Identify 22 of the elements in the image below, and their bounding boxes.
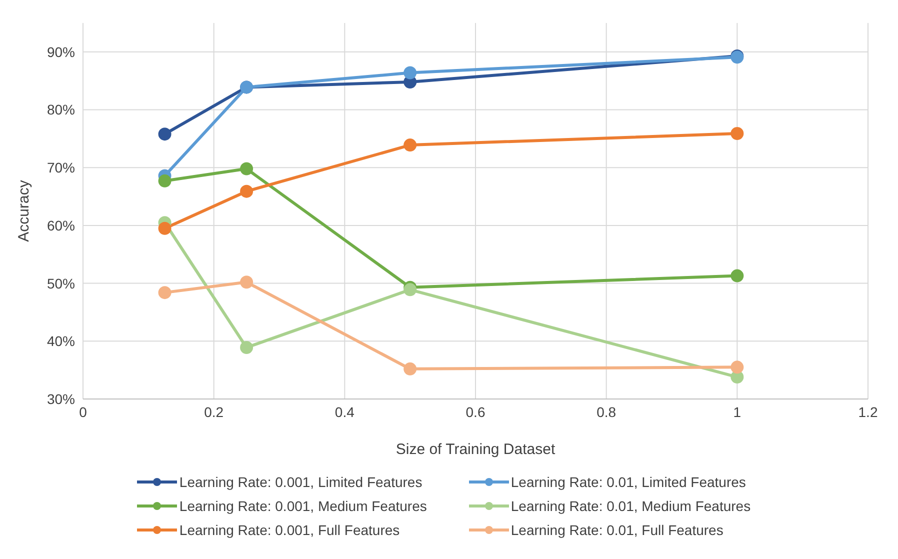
y-tick-label: 70%	[46, 160, 75, 176]
x-tick-label: 0.4	[334, 404, 355, 420]
x-axis-title: Size of Training Dataset	[396, 441, 556, 458]
y-tick-label: 40%	[46, 333, 75, 350]
y-tick-label: 30%	[46, 390, 75, 407]
legend-label: Learning Rate: 0.01, Medium Features	[510, 498, 751, 514]
legend-label: Learning Rate: 0.01, Full Features	[510, 522, 724, 538]
x-tick-label: 1.2	[858, 404, 878, 420]
y-tick-label: 90%	[46, 44, 75, 60]
x-tick-label: 1	[733, 404, 742, 420]
y-tick-label: 80%	[46, 102, 75, 118]
legend-label: Learning Rate: 0.01, Limited Features	[510, 474, 746, 490]
y-tick-label: 60%	[46, 217, 75, 234]
y-axis-title: Accuracy	[15, 180, 32, 242]
legend-label: Learning Rate: 0.001, Limited Features	[179, 474, 422, 490]
y-tick-label: 50%	[46, 275, 75, 292]
x-tick-label: 0.6	[466, 404, 486, 420]
x-tick-label: 0.2	[204, 404, 224, 420]
x-tick-label: 0	[79, 404, 88, 420]
legend-label: Learning Rate: 0.001, Medium Features	[179, 498, 427, 514]
x-tick-label: 0.8	[596, 404, 616, 420]
legend-label: Learning Rate: 0.001, Full Features	[179, 522, 400, 538]
